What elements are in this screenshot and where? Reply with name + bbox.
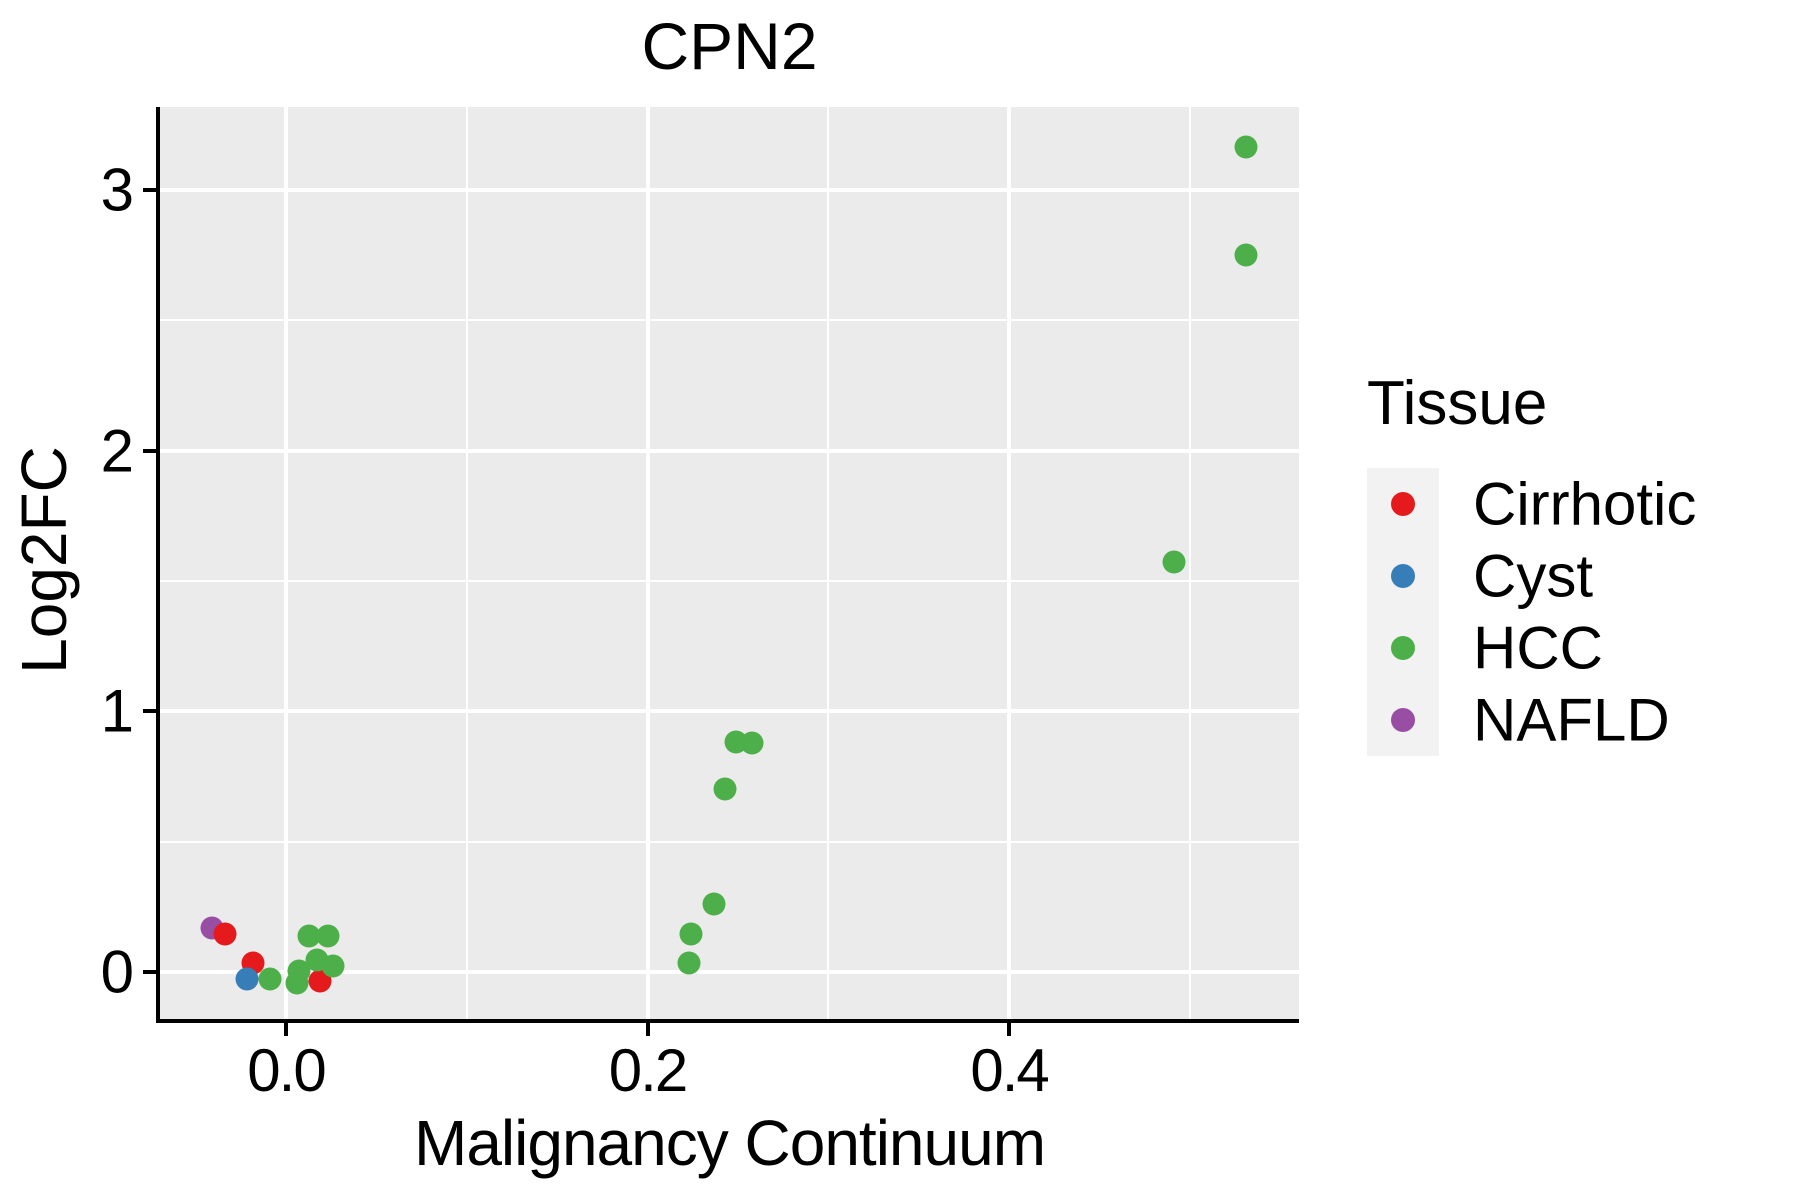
data-point-hcc (713, 777, 737, 801)
gridline-minor (465, 107, 468, 1019)
gridline-major (160, 448, 1299, 453)
legend-swatch-hcc (1391, 636, 1415, 660)
legend-swatch-nafld (1391, 708, 1415, 732)
data-point-hcc (1234, 243, 1258, 267)
gridline-major (1007, 107, 1012, 1019)
y-tick (143, 709, 156, 714)
chart-title: CPN2 (641, 9, 818, 83)
x-tick-label: 0.0 (247, 1037, 326, 1104)
legend-swatch-cyst (1391, 564, 1415, 588)
gridline-major (283, 107, 288, 1019)
data-point-hcc (677, 951, 701, 975)
x-tick-label: 0.2 (608, 1037, 688, 1104)
data-point-hcc (297, 924, 321, 948)
gridline-major (160, 187, 1299, 192)
gridline-major (645, 107, 650, 1019)
y-tick-label: 0 (100, 938, 134, 1006)
legend-label-cirrhotic: Cirrhotic (1473, 470, 1697, 538)
data-point-hcc (316, 924, 340, 948)
x-axis-line (156, 1019, 1299, 1023)
legend-title: Tissue (1367, 369, 1548, 438)
data-point-hcc (258, 967, 282, 991)
data-point-cirrhotic (213, 922, 237, 946)
data-point-hcc (702, 892, 726, 916)
x-tick (283, 1023, 288, 1036)
data-point-hcc (321, 954, 345, 978)
gridline-minor (160, 319, 1299, 322)
y-tick-label: 2 (100, 417, 134, 485)
legend-label-cyst: Cyst (1473, 542, 1593, 610)
y-tick-label: 3 (100, 156, 134, 224)
data-point-hcc (285, 971, 309, 995)
gridline-major (160, 970, 1299, 975)
x-tick (1007, 1023, 1012, 1036)
gridline-minor (827, 107, 830, 1019)
legend-label-hcc: HCC (1473, 614, 1603, 682)
x-tick (645, 1023, 650, 1036)
y-tick (143, 448, 156, 453)
gridline-major (160, 709, 1299, 714)
data-point-cyst (235, 967, 259, 991)
gridline-minor (160, 840, 1299, 843)
gridline-minor (160, 579, 1299, 582)
y-tick-label: 1 (100, 677, 134, 745)
data-point-hcc (1162, 550, 1186, 574)
x-tick-label: 0.4 (970, 1037, 1049, 1104)
gridline-minor (1188, 107, 1191, 1019)
y-tick (143, 187, 156, 192)
data-point-hcc (679, 922, 703, 946)
legend-swatch-cirrhotic (1391, 492, 1415, 516)
x-axis-title: Malignancy Continuum (414, 1107, 1046, 1179)
data-point-hcc (1234, 135, 1258, 159)
y-tick (143, 970, 156, 975)
y-axis-line (156, 107, 160, 1023)
data-point-hcc (740, 731, 764, 755)
plot-panel (160, 107, 1299, 1019)
y-axis-title: Log2FC (8, 446, 80, 674)
legend-label-nafld: NAFLD (1473, 686, 1670, 754)
